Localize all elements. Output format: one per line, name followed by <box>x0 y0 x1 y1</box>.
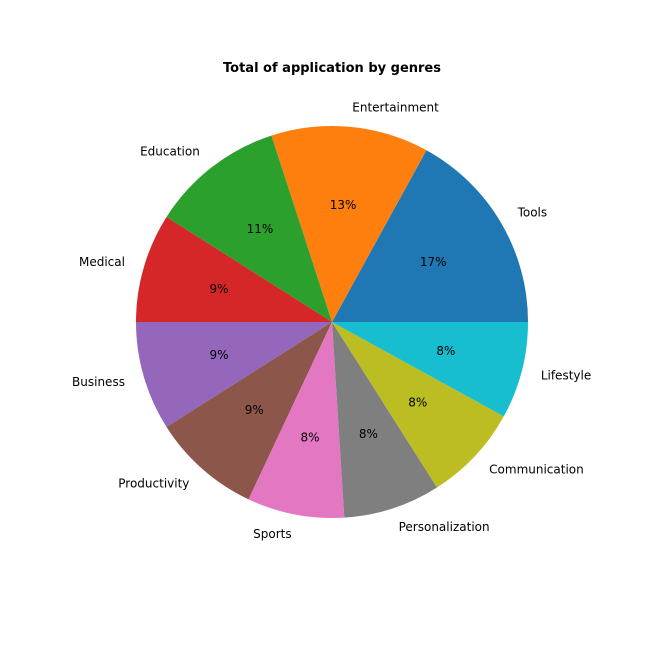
pie-percent-label-personalization: 8% <box>359 427 378 441</box>
pie-percent-label-sports: 8% <box>300 431 319 445</box>
pie-category-labels: Tools Entertainment Education Medical Busine… <box>72 100 591 540</box>
pie-category-label-personalization: Personalization <box>399 520 490 534</box>
pie-slice-education <box>166 135 332 322</box>
pie-percent-label-lifestyle: 8% <box>436 344 455 358</box>
pie-percent-label-medical: 9% <box>210 282 229 296</box>
pie-category-label-entertainment: Entertainment <box>352 100 439 114</box>
pie-category-label-tools: Tools <box>517 205 548 219</box>
pie-category-label-lifestyle: Lifestyle <box>541 369 591 383</box>
pie-category-label-sports: Sports <box>253 527 291 541</box>
pie-percent-label-productivity: 9% <box>245 403 264 417</box>
pie-category-label-business: Business <box>72 375 125 389</box>
pie-slices <box>136 126 528 518</box>
pie-slice-business <box>136 322 332 428</box>
pie-category-label-medical: Medical <box>79 255 125 269</box>
pie-slice-sports <box>248 322 345 518</box>
pie-percent-label-education: 11% <box>247 222 274 236</box>
chart-title: Total of application by genres <box>223 61 441 76</box>
pie-slice-tools <box>332 150 528 322</box>
pie-percent-labels: 17% 13% 11% 9% 9% 9% 8% 8% 8% 8% <box>210 198 456 445</box>
pie-slice-productivity <box>166 322 332 500</box>
pie-percent-label-communication: 8% <box>408 396 427 410</box>
pie-category-label-communication: Communication <box>489 463 584 477</box>
pie-category-label-education: Education <box>140 145 200 159</box>
pie-slice-medical <box>136 216 332 322</box>
pie-slice-entertainment <box>271 126 427 322</box>
pie-slice-communication <box>332 322 504 488</box>
pie-slice-lifestyle <box>332 322 528 417</box>
pie-percent-label-entertainment: 13% <box>330 198 357 212</box>
pie-percent-label-business: 9% <box>210 348 229 362</box>
pie-percent-label-tools: 17% <box>420 255 447 269</box>
pie-category-label-productivity: Productivity <box>118 477 189 491</box>
pie-slice-personalization <box>332 322 438 518</box>
